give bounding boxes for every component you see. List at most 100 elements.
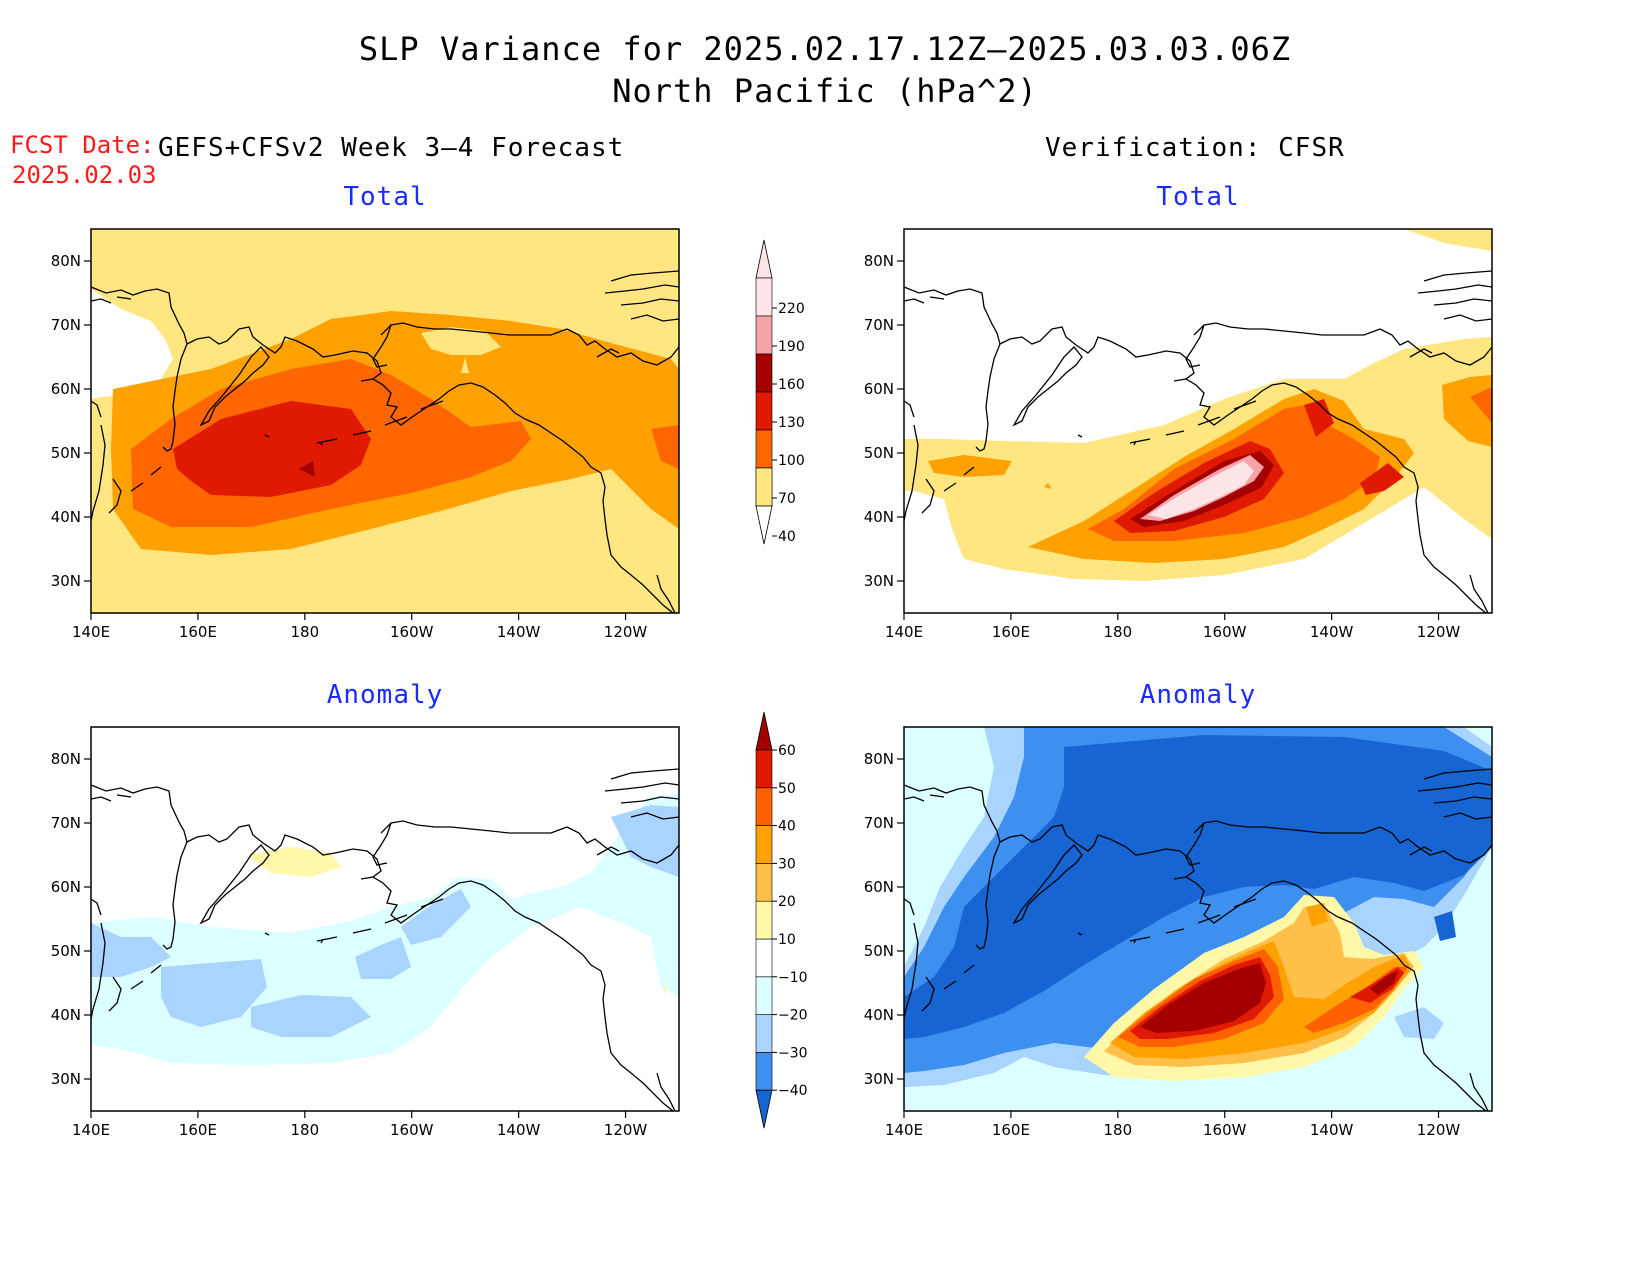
lon-tick-label: 160W [1203, 623, 1247, 641]
colorbar-anomaly-label: 50 [778, 781, 796, 797]
lon-tick-label: 160E [992, 623, 1030, 641]
lat-tick-label: 60N [864, 380, 894, 398]
lat-tick-label: 60N [51, 380, 81, 398]
lat-tick-label: 70N [51, 814, 81, 832]
lon-tick-label: 160E [992, 1121, 1030, 1139]
lat-tick-label: 80N [51, 750, 81, 768]
colorbar-total-label: 100 [778, 453, 805, 469]
colorbar-anomaly-bottom-cap [755, 1089, 773, 1129]
colorbar-anomaly-box [755, 938, 773, 978]
colorbar-total-label: 40 [778, 529, 796, 545]
lat-tick-label: 40N [51, 508, 81, 526]
verification-anomaly-map [903, 726, 1493, 1112]
lon-tick-label: 160E [179, 1121, 217, 1139]
colorbar-anomaly-label: 40 [778, 819, 796, 835]
forecast-anomaly-frame [90, 726, 680, 1112]
lon-tick-label: 120W [604, 1121, 648, 1139]
colorbar-anomaly-label: −10 [778, 970, 808, 986]
lat-tick-label: 40N [864, 508, 894, 526]
verification-anomaly-title: Anomaly [1139, 680, 1257, 710]
forecast-total-frame [90, 228, 680, 614]
lon-tick-label: 160W [1203, 1121, 1247, 1139]
lon-tick-label: 180 [290, 623, 319, 641]
lon-tick-label: 140W [1310, 1121, 1354, 1139]
forecast-heading: GEFS+CFSv2 Week 3–4 Forecast [158, 133, 625, 163]
lon-tick-label: 120W [1417, 1121, 1461, 1139]
lon-tick-label: 120W [1417, 623, 1461, 641]
colorbar-total-label: 160 [778, 377, 805, 393]
colorbar-total-label: 220 [778, 301, 805, 317]
forecast-anomaly-title: Anomaly [326, 680, 444, 710]
colorbar-anomaly-label: 10 [778, 932, 796, 948]
forecast-total-map [90, 228, 680, 614]
colorbar-anomaly-box [755, 976, 773, 1015]
lon-tick-label: 140E [885, 1121, 923, 1139]
colorbar-total: 40 70 100 130 160 190 220 [755, 239, 805, 545]
colorbar-anomaly-box [755, 787, 773, 826]
colorbar-total-box [755, 277, 773, 317]
colorbar-anomaly-box [755, 1052, 773, 1091]
colorbar-anomaly-top-cap [755, 711, 773, 751]
colorbar-anomaly-label: 60 [778, 743, 796, 759]
lat-tick-label: 40N [864, 1006, 894, 1024]
lon-tick-label: 160W [390, 1121, 434, 1139]
colorbar-total-box [755, 391, 773, 431]
lat-tick-label: 50N [864, 942, 894, 960]
colorbar-total-box [755, 315, 773, 355]
lat-tick-label: 50N [864, 444, 894, 462]
lon-tick-label: 160E [179, 623, 217, 641]
colorbar-anomaly-label: 20 [778, 894, 796, 910]
lat-tick-label: 50N [51, 444, 81, 462]
lon-tick-label: 140W [1310, 623, 1354, 641]
lat-tick-label: 70N [51, 316, 81, 334]
colorbar-anomaly: −40 −30 −20 −10 10 20 30 40 50 60 [755, 711, 808, 1129]
colorbar-anomaly-box [755, 900, 773, 940]
lat-tick-label: 30N [864, 572, 894, 590]
lat-tick-label: 30N [51, 572, 81, 590]
forecast-anomaly-map [90, 726, 680, 1112]
colorbar-total-bottom-cap [755, 505, 773, 545]
lat-tick-label: 60N [864, 878, 894, 896]
colorbar-total-box [755, 429, 773, 469]
colorbar-total-box [755, 353, 773, 393]
lon-tick-label: 140E [72, 623, 110, 641]
colorbar-total-box [755, 467, 773, 507]
fcst-date-value: 2025.02.03 [12, 161, 157, 189]
lat-tick-label: 80N [864, 252, 894, 270]
lon-tick-label: 140W [497, 623, 541, 641]
lon-tick-label: 120W [604, 623, 648, 641]
lat-tick-label: 40N [51, 1006, 81, 1024]
colorbar-anomaly-box [755, 825, 773, 864]
lat-tick-label: 60N [51, 878, 81, 896]
colorbar-total-label: 70 [778, 491, 796, 507]
colorbar-anomaly-label: −30 [778, 1045, 808, 1061]
main-title-line2: North Pacific (hPa^2) [612, 72, 1038, 110]
colorbar-anomaly-box [755, 749, 773, 789]
lat-tick-label: 70N [864, 814, 894, 832]
verification-total-title: Total [1156, 182, 1240, 212]
fcst-date-label: FCST Date: [10, 131, 155, 159]
forecast-total-title: Total [343, 182, 427, 212]
lat-tick-label: 30N [864, 1070, 894, 1088]
verification-anomaly-frame [903, 726, 1493, 1112]
colorbar-total-top-cap [755, 239, 773, 279]
verification-total-map [903, 228, 1493, 614]
lat-tick-label: 80N [864, 750, 894, 768]
lon-tick-label: 140E [72, 1121, 110, 1139]
main-title-line1: SLP Variance for 2025.02.17.12Z–2025.03.… [358, 30, 1292, 68]
colorbar-total-label: 190 [778, 339, 805, 355]
colorbar-anomaly-label: −40 [778, 1083, 808, 1099]
lon-tick-label: 140E [885, 623, 923, 641]
lon-tick-label: 180 [1103, 1121, 1132, 1139]
verification-total-frame [903, 228, 1493, 614]
lat-tick-label: 70N [864, 316, 894, 334]
colorbar-anomaly-box [755, 1014, 773, 1053]
lat-tick-label: 30N [51, 1070, 81, 1088]
lon-tick-label: 180 [290, 1121, 319, 1139]
axes-layer: 140E 160E 180 160W 140W 120W 30N 40N 50N 60N 70N 80… [51, 252, 1461, 1139]
colorbar-total-label: 130 [778, 415, 805, 431]
verification-heading: Verification: CFSR [1045, 133, 1345, 163]
colorbar-anomaly-label: 30 [778, 856, 796, 872]
colorbar-anomaly-label: −20 [778, 1008, 808, 1024]
